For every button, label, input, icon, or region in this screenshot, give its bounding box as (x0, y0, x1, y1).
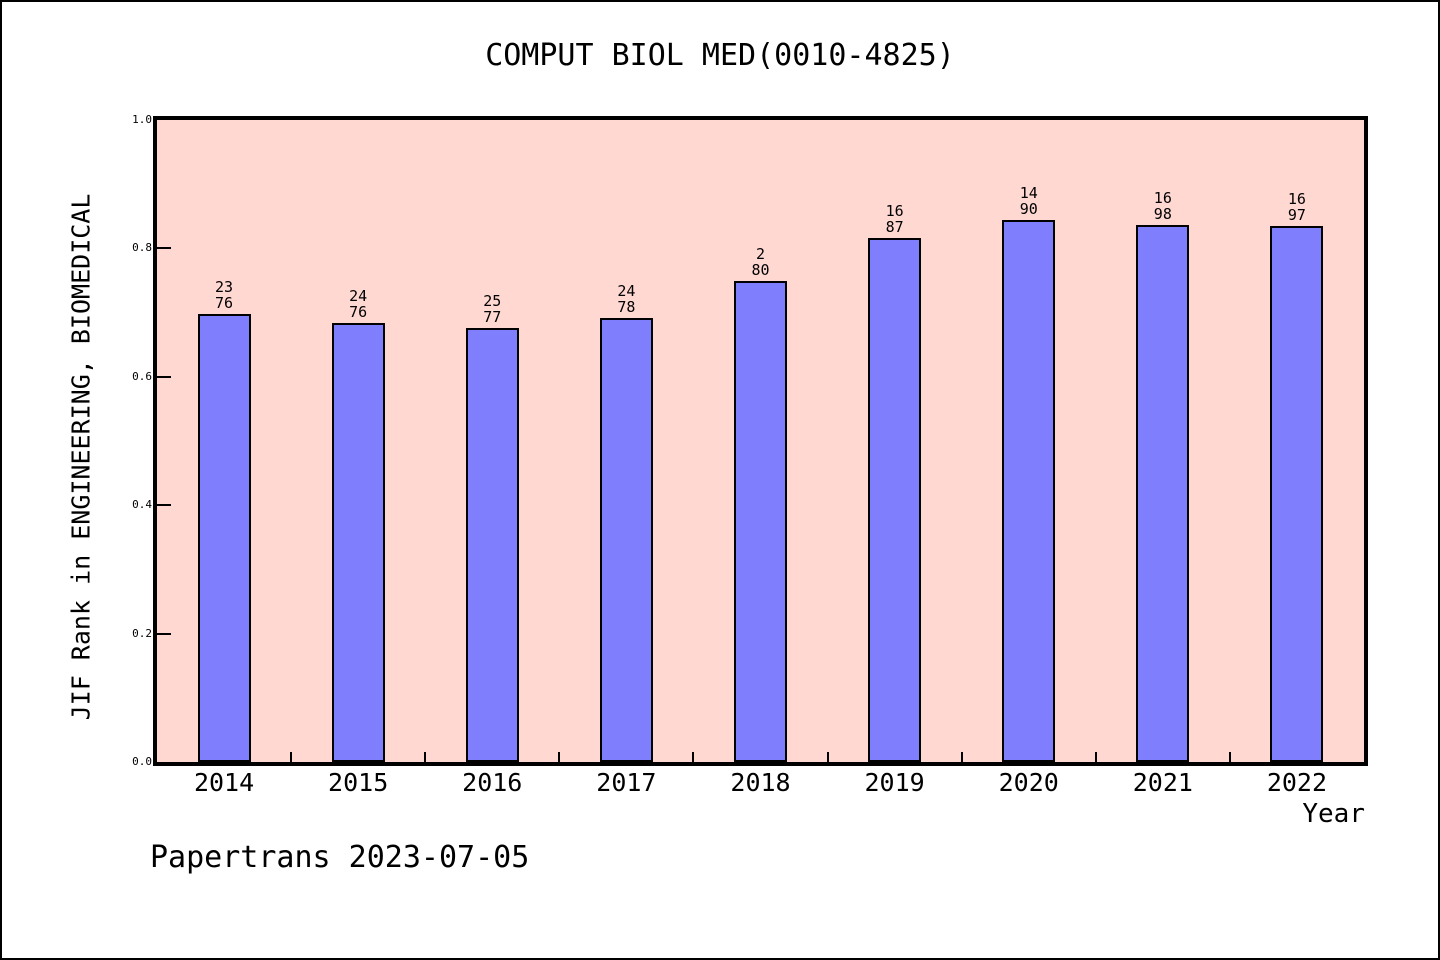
x-tick-label: 2016 (462, 768, 523, 797)
x-tick-label: 2020 (998, 768, 1059, 797)
bar-total-value: 78 (617, 297, 636, 316)
x-tick-label: 2022 (1266, 768, 1328, 797)
bar-total-value: 76 (349, 302, 368, 321)
bar-rank-value: 24 (617, 281, 636, 300)
x-tick-label: 2019 (864, 768, 925, 797)
x-tick-mark (1094, 752, 1097, 762)
bar (1002, 219, 1056, 762)
plot-inner: 23 76 24 76 25 77 24 78 2 80 16 87 14 90 16 98 16 97 (157, 120, 1364, 762)
y-tick-label: 0.6 (132, 369, 152, 383)
bar-total-value: 90 (1019, 199, 1038, 218)
bar-total-value: 87 (885, 218, 904, 237)
y-tick-mark (157, 632, 171, 635)
bar-rank-value: 16 (885, 202, 904, 221)
bar-value-label: 23 76 (179, 279, 269, 311)
y-tick-mark (157, 504, 171, 507)
bar (1136, 224, 1190, 762)
bar-rank-value: 25 (483, 292, 502, 311)
x-tick-label: 2014 (193, 768, 255, 797)
x-axis-label: Year (1302, 799, 1365, 829)
y-tick-mark (157, 375, 171, 378)
bar (465, 328, 519, 762)
y-tick-label: 0.4 (132, 498, 152, 512)
x-tick-label: 2021 (1132, 768, 1193, 797)
y-tick-label: 0.2 (132, 626, 152, 640)
x-tick-label: 2017 (596, 768, 657, 797)
y-tick-mark (157, 247, 171, 250)
footer-text: Papertrans 2023-07-05 (150, 840, 530, 875)
plot-area: 23 76 24 76 25 77 24 78 2 80 16 87 14 90 16 98 16 97 (153, 116, 1368, 766)
bar-rank-value: 2 (755, 244, 766, 263)
bar-total-value: 77 (483, 308, 502, 327)
bar-total-value: 98 (1153, 204, 1172, 223)
x-tick-mark (1228, 752, 1231, 762)
chart-title: COMPUT BIOL MED(0010-4825) (485, 38, 955, 73)
x-tick-label: 2015 (328, 768, 389, 797)
bar-rank-value: 16 (1287, 189, 1306, 208)
bar-value-label: 24 78 (581, 283, 671, 315)
bar-value-label: 25 77 (447, 293, 537, 325)
bar-rank-value: 24 (349, 286, 368, 305)
x-tick-label: 2018 (730, 768, 791, 797)
bar-rank-value: 14 (1019, 183, 1038, 202)
bar-total-value: 97 (1287, 205, 1306, 224)
x-tick-mark (424, 752, 427, 762)
bar-value-label: 2 80 (716, 246, 806, 278)
x-tick-mark (290, 752, 293, 762)
x-tick-mark (960, 752, 963, 762)
bar-total-value: 80 (751, 260, 770, 279)
bar-value-label: 16 98 (1118, 190, 1208, 222)
bar-value-label: 16 87 (850, 203, 940, 235)
bar-rank-value: 23 (215, 278, 234, 297)
bar (1270, 225, 1324, 762)
bar (734, 280, 787, 762)
bar (331, 322, 385, 762)
bar-total-value: 76 (215, 294, 234, 313)
y-tick-label: 0.8 (132, 241, 152, 255)
bar-value-label: 24 76 (313, 288, 403, 320)
bar-rank-value: 16 (1153, 188, 1172, 207)
bar (599, 317, 653, 762)
y-axis-label: JIF Rank in ENGINEERING, BIOMEDICAL (66, 193, 96, 721)
bar (868, 238, 922, 762)
bar (197, 314, 251, 762)
y-tick-label: 0.0 (132, 755, 152, 768)
bar-value-label: 16 97 (1252, 191, 1342, 223)
x-tick-mark (558, 752, 561, 762)
y-tick-label: 1.0 (132, 113, 152, 126)
x-tick-mark (826, 752, 829, 762)
bar-value-label: 14 90 (984, 185, 1074, 217)
x-tick-mark (692, 752, 695, 762)
